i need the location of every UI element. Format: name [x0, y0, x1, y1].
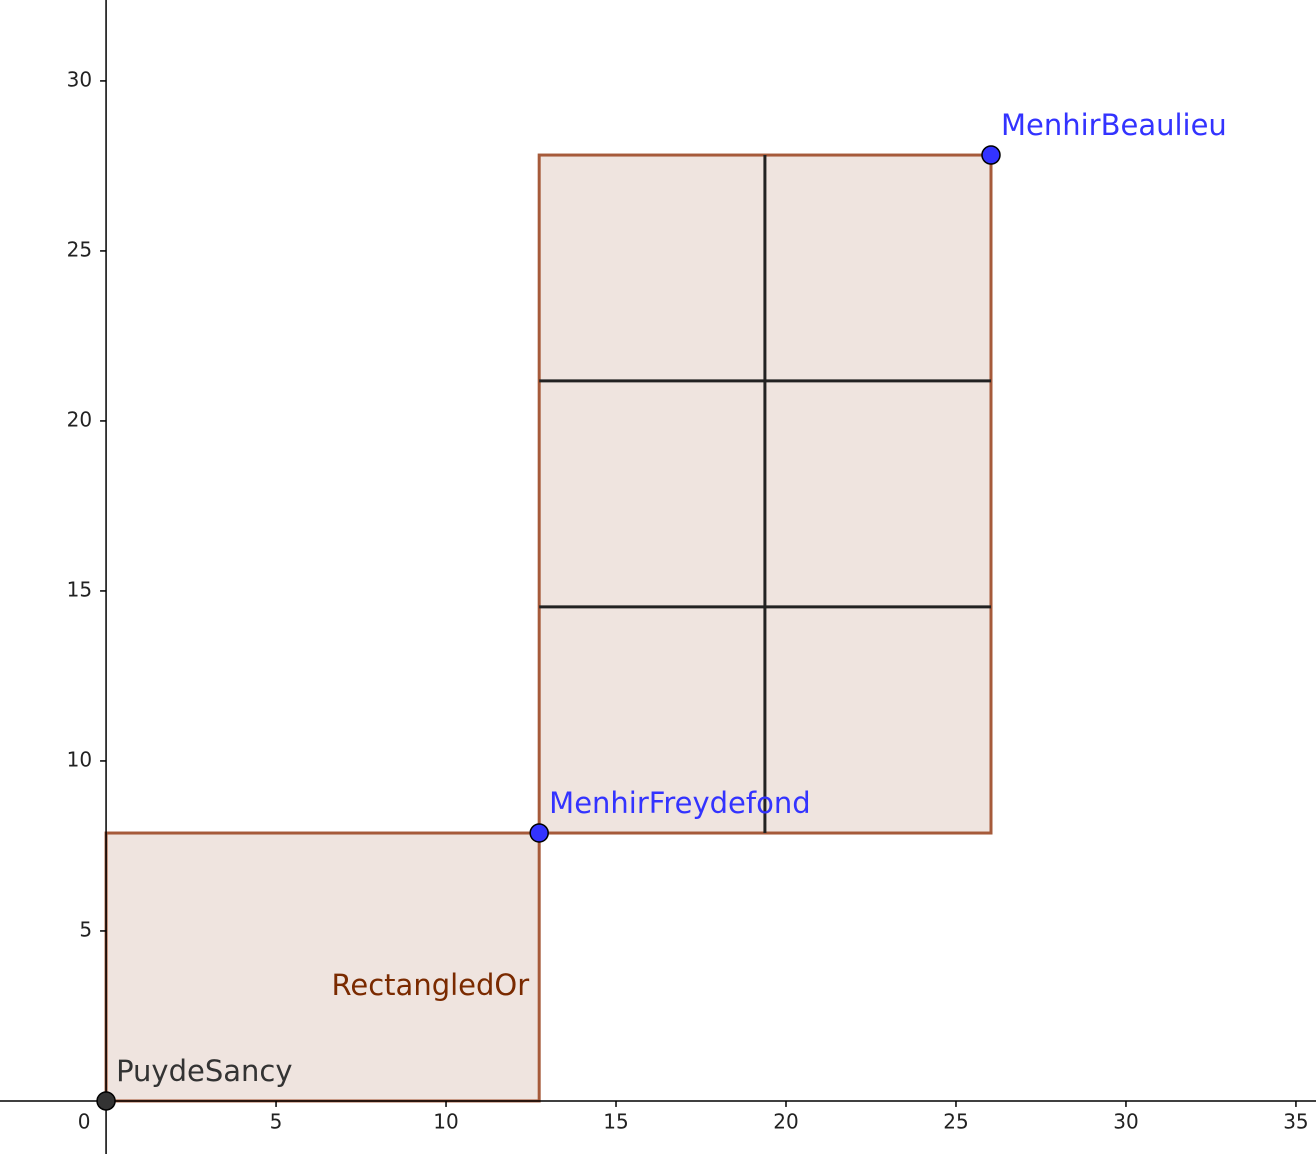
- x-tick-label: 20: [773, 1109, 798, 1133]
- y-tick-label: 10: [67, 747, 92, 771]
- x-tick-label: 15: [603, 1109, 628, 1133]
- rectangle-label: RectangledOr: [332, 968, 530, 1002]
- y-tick-label: 20: [67, 407, 92, 431]
- x-tick-label: 35: [1283, 1109, 1308, 1133]
- x-tick-label: 30: [1113, 1109, 1138, 1133]
- point-label: PuydeSancy: [116, 1054, 292, 1088]
- y-tick-label: 30: [67, 67, 92, 91]
- x-tick-label: 0: [78, 1109, 91, 1133]
- point: [96, 1091, 116, 1111]
- x-tick-label: 5: [270, 1109, 283, 1133]
- rectangle: [104, 831, 541, 1103]
- point-label: MenhirFreydefond: [549, 786, 810, 820]
- y-tick-label: 15: [67, 577, 92, 601]
- y-tick-label: 25: [67, 237, 92, 261]
- point-label: MenhirBeaulieu: [1001, 108, 1227, 142]
- x-tick-label: 25: [943, 1109, 968, 1133]
- x-tick-label: 10: [433, 1109, 458, 1133]
- point: [981, 145, 1001, 165]
- point: [529, 823, 549, 843]
- y-tick-label: 5: [79, 917, 92, 941]
